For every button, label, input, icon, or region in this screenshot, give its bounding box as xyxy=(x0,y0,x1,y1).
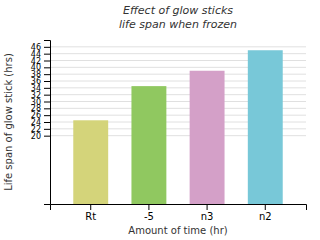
x-axis-line xyxy=(51,205,307,211)
grid-line xyxy=(50,46,306,47)
title: Effect of glow sticks xyxy=(123,4,233,17)
x-tick-mark xyxy=(207,204,208,210)
chart-svg: Rt -5 n3 n2 2022242628303234363840424446 Effe… xyxy=(0,0,320,240)
y-axis: 2022242628303234363840424446 xyxy=(31,41,51,205)
y-tick-mark xyxy=(44,81,50,82)
bar xyxy=(190,71,225,204)
x-axis: Rt -5 n3 n2 xyxy=(51,204,307,222)
y-tick-mark xyxy=(44,74,50,75)
y-axis-line xyxy=(44,41,51,205)
y-tick-mark xyxy=(44,102,50,103)
x-tick-mark xyxy=(148,204,149,210)
y-tick-mark xyxy=(44,88,50,89)
x-tick-label: -5 xyxy=(144,211,154,222)
bars xyxy=(73,50,282,204)
y-tick-mark xyxy=(44,61,50,62)
x-tick-mark xyxy=(90,204,91,210)
x-tick-label: n2 xyxy=(259,211,272,222)
x-tick-label: n3 xyxy=(201,211,214,222)
y-axis-title: Life span of glow stick (hrs) xyxy=(3,53,14,191)
y-tick-mark xyxy=(44,95,50,96)
x-tick-label: Rt xyxy=(85,211,96,222)
x-tick: n2 xyxy=(259,204,272,222)
x-tick-mark xyxy=(265,204,266,210)
y-tick-mark xyxy=(44,54,50,55)
y-tick-mark xyxy=(44,122,50,123)
y-tick-mark xyxy=(44,136,50,137)
x-tick: -5 xyxy=(144,204,154,222)
y-tick-mark xyxy=(44,129,50,130)
y-tick-mark xyxy=(44,47,50,48)
bar xyxy=(131,86,166,204)
x-axis-title: Amount of time (hr) xyxy=(128,225,227,236)
y-tick-mark xyxy=(44,108,50,109)
y-tick: 46 xyxy=(31,43,50,52)
y-tick-mark xyxy=(44,115,50,116)
x-tick: n3 xyxy=(201,204,214,222)
chart-container: Rt -5 n3 n2 2022242628303234363840424446 Effe… xyxy=(0,0,320,240)
subtitle: life span when frozen xyxy=(119,18,237,31)
y-tick-mark xyxy=(44,67,50,68)
y-tick-label: 46 xyxy=(31,43,41,52)
bar xyxy=(248,50,283,204)
bar xyxy=(73,120,108,204)
x-tick: Rt xyxy=(85,204,96,222)
